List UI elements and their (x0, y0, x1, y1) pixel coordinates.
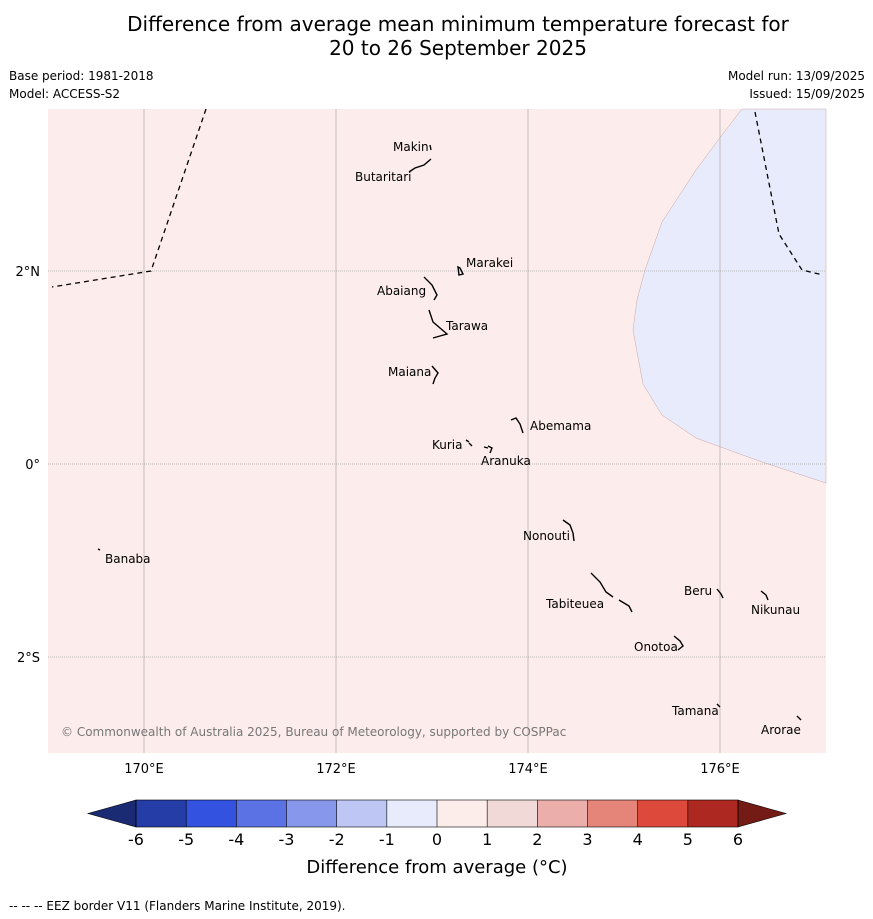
colorbar-tick-label: 0 (432, 830, 442, 849)
colorbar-title: Difference from average (°C) (306, 857, 567, 878)
island-shape-tabiteuea (590, 572, 633, 613)
meta-right: Model run: 13/09/2025 Issued: 15/09/2025 (728, 67, 865, 103)
colorbar-swatch (186, 800, 237, 827)
lat-tick-label: 2°N (16, 265, 41, 280)
island-shape-nonouti (562, 519, 575, 542)
colorbar-swatch (437, 800, 488, 827)
island-shape-tamana (716, 703, 721, 708)
base-period: Base period: 1981-2018 (9, 69, 154, 83)
cool-anomaly-region (632, 108, 827, 484)
island-shape-maiana (431, 365, 439, 385)
issued-date: Issued: 15/09/2025 (749, 87, 865, 101)
colorbar-tick-label: -3 (279, 830, 295, 849)
colorbar-swatch (136, 800, 187, 827)
colorbar-tick-label: 1 (482, 830, 492, 849)
eez-border-east (754, 111, 824, 276)
island-outlines (97, 144, 802, 721)
axis-labels: 170°E 172°E 174°E 176°E 2°N 0° 2°S (16, 265, 740, 777)
colorbar-tick-label: -6 (128, 830, 144, 849)
colorbar-tick-label: -4 (228, 830, 244, 849)
colorbar-swatch (236, 800, 287, 827)
colorbar-swatch (487, 800, 538, 827)
copyright-notice: © Commonwealth of Australia 2025, Bureau… (61, 725, 566, 739)
island-label-makin: Makin (393, 140, 429, 154)
lon-tick-label: 174°E (508, 762, 548, 777)
island-shape-beru (716, 588, 724, 599)
colorbar-tick-label: 5 (683, 830, 693, 849)
lat-tick-label: 2°S (17, 651, 40, 666)
island-shape-nikunau (760, 590, 769, 601)
model-name: Model: ACCESS-S2 (9, 87, 121, 101)
island-label-maiana: Maiana (388, 365, 431, 379)
island-shape-arorae (796, 715, 802, 721)
island-label-abemama: Abemama (530, 419, 591, 433)
map-plot-area: Makin Butaritari Marakei Abaiang Tarawa Maian… (48, 108, 827, 753)
island-label-nonouti: Nonouti (523, 529, 570, 543)
graticule (48, 109, 826, 753)
island-shape-abemama (510, 417, 524, 434)
island-label-onotoa: Onotoa (634, 640, 678, 654)
colorbar-swatch (286, 800, 337, 827)
island-label-aranuka: Aranuka (481, 454, 531, 468)
island-label-tarawa: Tarawa (445, 319, 488, 333)
eez-legend-footer: -- -- -- EEZ border V11 (Flanders Marine… (9, 899, 346, 913)
island-shape-butaritari (408, 158, 432, 173)
colorbar-tick-label: 4 (633, 830, 643, 849)
island-label-butaritari: Butaritari (355, 170, 412, 184)
colorbar-swatch (637, 800, 689, 827)
colorbar-tick-label: -5 (178, 830, 194, 849)
island-shape-tarawa (428, 309, 449, 339)
title-line-1: Difference from average mean minimum tem… (127, 12, 789, 36)
title-line-2: 20 to 26 September 2025 (329, 36, 587, 60)
colorbar: -6 -5 -4 -3 -2 -1 0 1 2 3 4 5 6 Difference from avera… (86, 799, 788, 878)
colorbar-over-arrow (737, 799, 788, 828)
colorbar-tick-label: 6 (733, 830, 743, 849)
island-shape-marakei (457, 265, 465, 276)
island-label-marakei: Marakei (466, 256, 513, 270)
colorbar-swatch (587, 800, 638, 827)
colorbar-tick-label: 2 (532, 830, 542, 849)
lon-tick-label: 172°E (316, 762, 356, 777)
lon-tick-label: 170°E (124, 762, 164, 777)
island-shape-kuria (465, 439, 473, 447)
island-labels: Makin Butaritari Marakei Abaiang Tarawa Maian… (105, 140, 801, 737)
island-label-tamana: Tamana (671, 704, 719, 718)
eez-border-west (51, 108, 207, 288)
colorbar-swatch (687, 800, 739, 827)
island-label-tabiteuea: Tabiteuea (545, 597, 604, 611)
island-label-arorae: Arorae (761, 723, 801, 737)
lat-tick-label: 0° (25, 458, 40, 473)
island-label-nikunau: Nikunau (751, 603, 800, 617)
model-run: Model run: 13/09/2025 (727, 69, 865, 83)
island-label-abaiang: Abaiang (377, 284, 426, 298)
island-shape-abaiang (423, 276, 438, 301)
colorbar-under-arrow (86, 799, 137, 828)
island-label-beru: Beru (684, 584, 712, 598)
colorbar-swatch (386, 800, 438, 827)
island-shape-banaba (97, 548, 101, 551)
colorbar-tick-label: 3 (582, 830, 592, 849)
map-title: Difference from average mean minimum tem… (0, 12, 873, 60)
meta-left: Base period: 1981-2018 Model: ACCESS-S2 (9, 67, 154, 103)
island-shape-makin (429, 144, 432, 151)
colorbar-swatch (537, 800, 588, 827)
colorbar-swatch (336, 800, 388, 827)
colorbar-tick-label: -1 (379, 830, 395, 849)
island-label-kuria: Kuria (432, 438, 463, 452)
island-shape-onotoa (673, 635, 684, 651)
lon-tick-label: 176°E (700, 762, 740, 777)
island-label-banaba: Banaba (105, 552, 151, 566)
colorbar-tick-label: -2 (329, 830, 345, 849)
island-shape-aranuka (483, 445, 493, 454)
